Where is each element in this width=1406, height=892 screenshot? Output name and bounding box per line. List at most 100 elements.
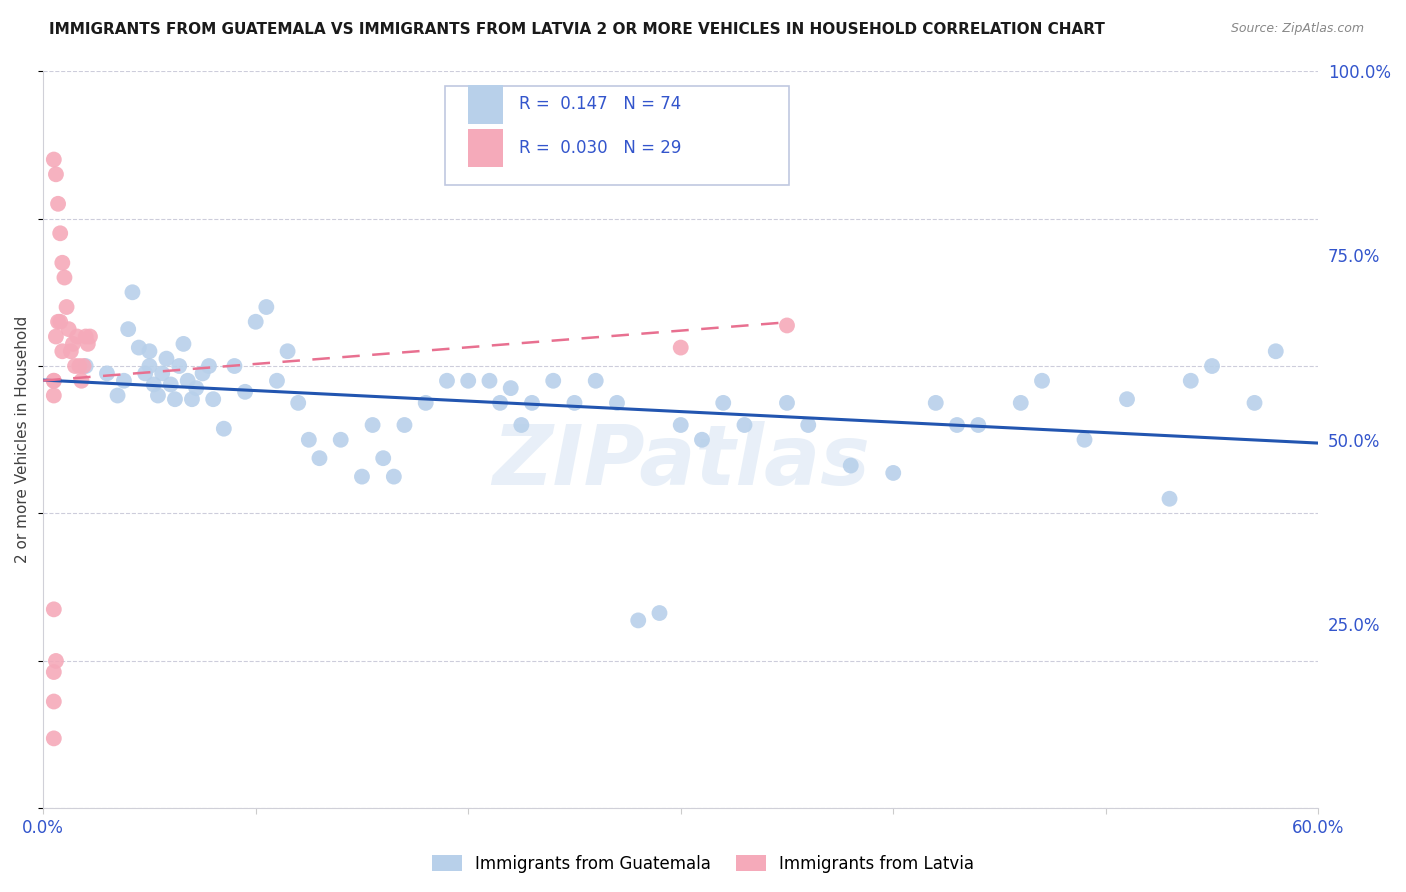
Point <box>49 315 72 329</box>
Point <box>191 367 214 381</box>
Point <box>946 417 969 432</box>
Point <box>361 417 384 432</box>
Point <box>66 329 89 343</box>
Point <box>42 665 65 679</box>
Point <box>42 694 65 708</box>
Point <box>117 322 139 336</box>
Point <box>146 388 169 402</box>
Point <box>233 384 256 399</box>
Point <box>134 367 156 381</box>
Point <box>42 388 65 402</box>
Point <box>46 315 69 329</box>
Legend: Immigrants from Guatemala, Immigrants from Latvia: Immigrants from Guatemala, Immigrants fr… <box>425 848 981 880</box>
Point <box>42 153 65 167</box>
Point <box>172 337 194 351</box>
Point <box>254 300 277 314</box>
Point <box>163 392 186 407</box>
Point <box>882 466 904 480</box>
Point <box>277 344 299 359</box>
Point <box>499 381 522 395</box>
Point <box>75 329 97 343</box>
Point <box>181 392 204 407</box>
Text: Source: ZipAtlas.com: Source: ZipAtlas.com <box>1230 22 1364 36</box>
Point <box>45 167 67 181</box>
Point <box>51 256 73 270</box>
Text: R =  0.147   N = 74: R = 0.147 N = 74 <box>519 95 681 113</box>
Point <box>585 374 607 388</box>
Point <box>1180 374 1202 388</box>
Point <box>46 196 69 211</box>
Point <box>510 417 533 432</box>
Point <box>298 433 321 447</box>
Point <box>212 422 235 436</box>
Point <box>177 374 200 388</box>
Point <box>627 614 650 628</box>
Point <box>245 315 267 329</box>
Point <box>489 396 512 410</box>
Point <box>690 433 713 447</box>
Point <box>67 359 90 373</box>
Point <box>138 344 160 359</box>
Point <box>776 396 799 410</box>
Point <box>564 396 586 410</box>
Point <box>75 359 97 373</box>
Point <box>42 731 65 746</box>
Point <box>329 433 352 447</box>
Point <box>350 469 373 483</box>
Point <box>457 374 479 388</box>
Point <box>308 451 330 466</box>
Point <box>415 396 437 410</box>
Point <box>45 654 67 668</box>
Point <box>198 359 221 373</box>
Point <box>112 374 135 388</box>
Point <box>96 367 118 381</box>
Point <box>925 396 948 410</box>
Point <box>58 322 80 336</box>
Point <box>142 377 165 392</box>
Point <box>42 374 65 388</box>
Point <box>1073 433 1095 447</box>
Point <box>394 417 416 432</box>
Point <box>150 367 173 381</box>
Point <box>776 318 799 333</box>
Point <box>669 341 692 355</box>
Point <box>59 344 82 359</box>
Point <box>1201 359 1223 373</box>
Point <box>49 227 72 241</box>
Point <box>287 396 309 410</box>
Text: ZIPatlas: ZIPatlas <box>492 421 870 502</box>
FancyBboxPatch shape <box>468 86 503 124</box>
Y-axis label: 2 or more Vehicles in Household: 2 or more Vehicles in Household <box>15 316 30 564</box>
Point <box>541 374 564 388</box>
Point <box>382 469 405 483</box>
Point <box>62 337 84 351</box>
Point <box>55 300 77 314</box>
Point <box>224 359 246 373</box>
Point <box>1159 491 1181 506</box>
Point <box>79 329 101 343</box>
Point <box>51 344 73 359</box>
Point <box>72 359 94 373</box>
FancyBboxPatch shape <box>444 86 789 186</box>
Point <box>1010 396 1032 410</box>
Point <box>107 388 129 402</box>
Point <box>42 374 65 388</box>
Point <box>138 359 160 373</box>
Point <box>734 417 756 432</box>
Point <box>63 359 86 373</box>
Point <box>1031 374 1053 388</box>
Point <box>436 374 458 388</box>
Point <box>797 417 820 432</box>
Point <box>1264 344 1286 359</box>
Point <box>669 417 692 432</box>
Point <box>839 458 862 473</box>
Point <box>121 285 143 300</box>
Point <box>155 351 177 366</box>
Point <box>202 392 225 407</box>
Point <box>70 374 93 388</box>
Point <box>167 359 190 373</box>
Point <box>159 377 181 392</box>
Point <box>606 396 628 410</box>
Text: R =  0.030   N = 29: R = 0.030 N = 29 <box>519 139 681 157</box>
Point <box>53 270 76 285</box>
